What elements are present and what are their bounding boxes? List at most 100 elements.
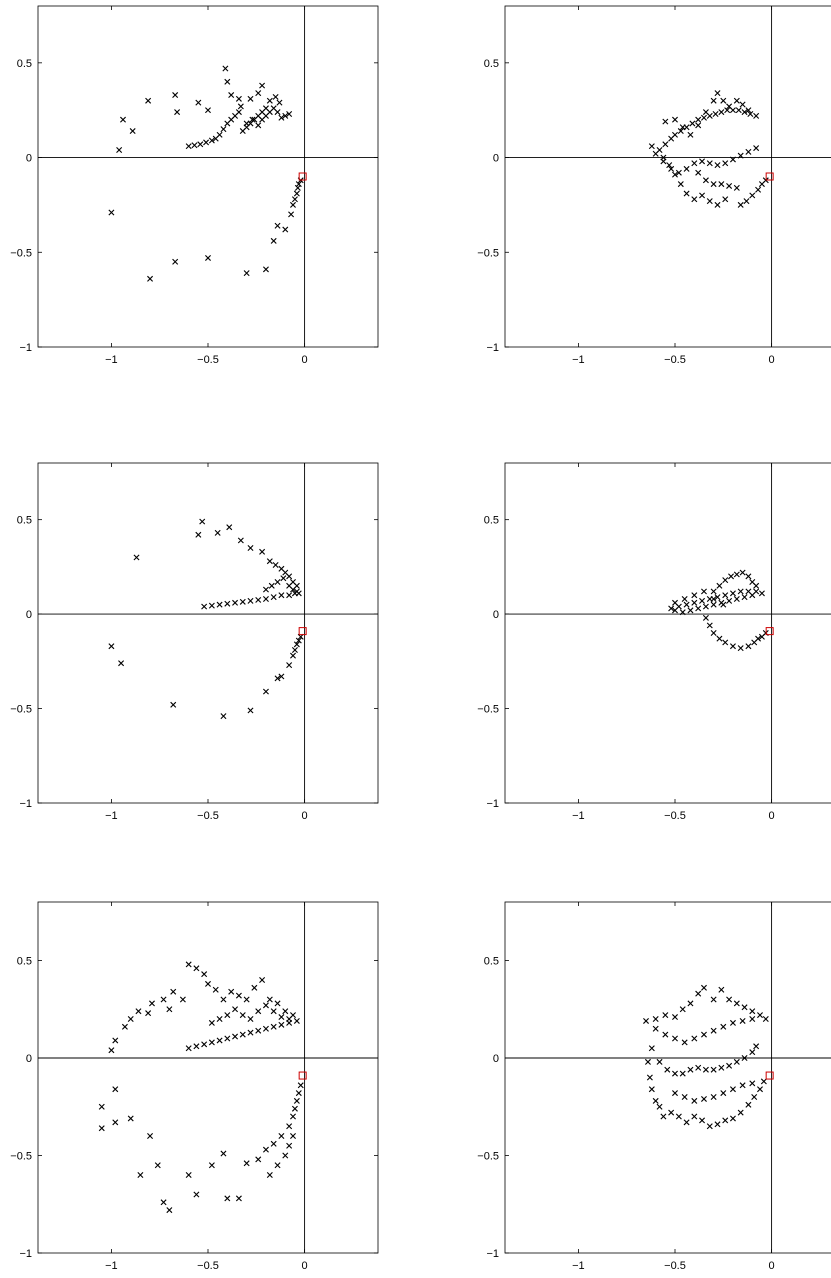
data-point — [691, 160, 698, 167]
data-point — [290, 586, 296, 593]
data-point — [274, 579, 281, 585]
data-point — [687, 1000, 694, 1007]
data-point — [255, 596, 262, 603]
data-point — [224, 600, 231, 607]
data-point — [695, 122, 702, 129]
data-point — [672, 131, 678, 138]
data-point — [174, 109, 181, 116]
data-point — [282, 1152, 289, 1159]
data-point — [259, 548, 266, 555]
y-tick-label: 0 — [493, 1053, 499, 1065]
data-point — [726, 103, 733, 110]
data-point — [668, 165, 675, 172]
data-point — [133, 554, 140, 561]
data-point — [278, 114, 285, 121]
data-point — [160, 1199, 167, 1206]
data-point — [737, 645, 744, 652]
y-tick-label: −0.5 — [477, 1151, 499, 1163]
data-point — [193, 1191, 200, 1198]
data-point — [201, 971, 208, 978]
data-point — [733, 1058, 740, 1065]
data-point — [212, 986, 219, 993]
scatter-panel-row2-right: −1 −0.5 0 −1 −0.5 0 0.5 — [477, 462, 831, 822]
data-point — [98, 1103, 105, 1110]
data-point — [147, 275, 154, 282]
data-point — [729, 1019, 736, 1026]
data-point — [179, 996, 186, 1003]
data-point — [118, 660, 125, 667]
data-point — [699, 158, 706, 165]
y-tick-label: −1 — [19, 1248, 32, 1260]
data-point — [672, 607, 678, 614]
data-point — [160, 996, 167, 1003]
y-tick-label: −1 — [486, 798, 499, 810]
data-point — [679, 124, 686, 131]
data-point — [656, 1103, 663, 1110]
data-point — [112, 1037, 119, 1044]
data-point — [224, 1012, 231, 1019]
data-point — [216, 1037, 223, 1044]
data-point — [293, 1097, 300, 1104]
data-point — [729, 1115, 736, 1122]
data-point — [243, 120, 250, 127]
data-point — [656, 1058, 663, 1065]
data-point — [255, 1008, 262, 1015]
x-tick-label: −0.5 — [664, 354, 686, 366]
data-point — [675, 1113, 682, 1120]
y-tick-label: 0 — [493, 153, 499, 165]
data-point — [755, 635, 762, 642]
x-tick-label: 0 — [769, 1260, 775, 1272]
data-point — [185, 143, 192, 150]
data-point — [247, 1029, 254, 1036]
data-point — [706, 622, 713, 629]
y-tick-label: −0.5 — [10, 704, 32, 716]
data-point — [702, 109, 709, 116]
data-point — [714, 90, 721, 97]
data-point — [203, 139, 210, 146]
data-point — [278, 673, 285, 680]
data-point — [739, 101, 746, 108]
data-point — [745, 107, 752, 114]
data-point — [295, 181, 302, 188]
data-point — [720, 601, 727, 608]
data-point — [286, 573, 293, 580]
y-tick-label: 0 — [26, 1053, 32, 1065]
data-point — [274, 1162, 281, 1169]
data-point — [741, 109, 748, 116]
data-point — [648, 1086, 655, 1093]
scatter-panel-row1-right: −1 −0.5 0 −1 −0.5 0 0.5 — [477, 5, 831, 366]
plot-frame — [504, 901, 831, 1254]
data-point — [255, 90, 262, 97]
data-point — [247, 597, 254, 604]
data-point — [739, 569, 746, 576]
plot-frame — [37, 462, 379, 804]
data-point — [700, 114, 707, 121]
data-point — [290, 1113, 296, 1120]
data-point — [266, 558, 273, 565]
origin-square-marker — [298, 627, 307, 636]
x-tick-label: 0 — [769, 354, 775, 366]
data-point — [749, 592, 756, 599]
data-point — [722, 160, 729, 167]
data-point — [716, 635, 723, 642]
data-point — [293, 190, 300, 197]
data-point — [193, 1043, 200, 1050]
data-point — [695, 116, 702, 123]
data-point — [127, 1016, 134, 1022]
data-point — [208, 1019, 215, 1026]
data-point — [683, 165, 690, 172]
y-tick-label: 0.5 — [17, 515, 32, 527]
data-point — [239, 598, 246, 605]
data-point — [687, 1066, 694, 1073]
data-point — [224, 1035, 231, 1042]
data-point — [278, 1021, 285, 1028]
data-point — [191, 142, 198, 149]
data-point — [262, 266, 269, 273]
data-point — [726, 1062, 733, 1069]
data-point — [758, 590, 765, 597]
scatter-panel-row3-left: −1 −0.5 0 −1 −0.5 0 0.5 — [10, 901, 379, 1272]
data-point — [718, 986, 725, 993]
data-point — [137, 1172, 144, 1178]
data-point — [691, 196, 698, 203]
data-point — [753, 582, 760, 589]
